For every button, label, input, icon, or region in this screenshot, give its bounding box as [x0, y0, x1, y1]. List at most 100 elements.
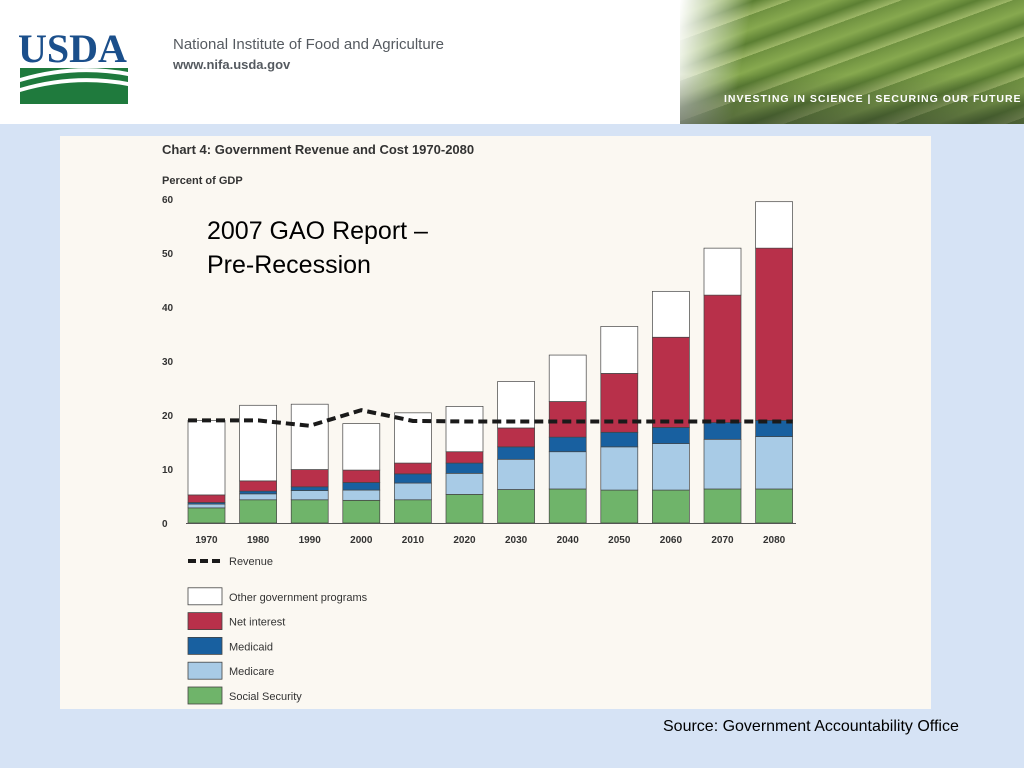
y-tick-label: 50 — [162, 249, 174, 260]
bar-segment — [652, 336, 690, 428]
y-tick-label: 40 — [162, 303, 174, 314]
bar-segment — [652, 427, 690, 444]
bar-segment — [652, 443, 690, 491]
bar-segment — [187, 507, 226, 524]
x-tick-label: 1980 — [247, 535, 270, 546]
bar-segment — [755, 201, 793, 249]
legend-label: Other government programs — [229, 592, 368, 604]
x-tick-label: 2000 — [350, 535, 373, 546]
bar-segment — [290, 403, 329, 470]
bar-segment — [342, 482, 381, 491]
bar-segment — [394, 482, 432, 501]
bar-segment — [445, 406, 484, 453]
legend-label: Net interest — [229, 617, 285, 629]
farmland-banner-photo — [680, 0, 1024, 124]
legend-label: Social Security — [229, 691, 302, 703]
bar-segment — [239, 404, 277, 482]
header-bar: USDA National Institute of Food and Agri… — [0, 0, 1024, 124]
bar-segment — [239, 480, 277, 492]
x-tick-label: 2080 — [763, 535, 786, 546]
revenue-line — [188, 408, 793, 428]
legend-swatch — [187, 661, 223, 680]
x-tick-label: 2030 — [505, 535, 528, 546]
x-tick-label: 2050 — [608, 535, 631, 546]
y-tick-label: 60 — [162, 195, 174, 206]
x-axis-ticks: 1970 1980 1990 2000 2010 2020 2030 2040 2050 2060… — [195, 535, 785, 546]
bar-segment — [548, 401, 587, 438]
usda-logo-text: USDA — [18, 26, 127, 71]
bar-segment — [600, 489, 639, 524]
bar-segment — [290, 499, 329, 524]
bar-segment — [652, 290, 690, 338]
x-tick-label: 2010 — [402, 535, 425, 546]
y-tick-label: 10 — [162, 465, 174, 476]
bar-segment — [239, 490, 277, 495]
bar-segment — [600, 431, 639, 448]
legend-label: Revenue — [229, 556, 273, 568]
usda-logo: USDA — [18, 26, 128, 104]
bar-segment — [548, 488, 587, 524]
legend-label: Medicaid — [229, 641, 273, 653]
x-tick-label: 2060 — [660, 535, 683, 546]
chart-panel: Chart 4: Government Revenue and Cost 197… — [60, 136, 931, 709]
bar-segment — [755, 247, 793, 421]
bar-segment — [703, 488, 742, 524]
bar-segment — [394, 462, 432, 475]
bar-segment — [548, 436, 587, 453]
bar-segment — [703, 247, 742, 296]
bar-segment — [187, 420, 226, 496]
bar-segment — [497, 427, 535, 448]
bar-segment — [548, 354, 587, 402]
bar-segment — [290, 486, 329, 491]
report-note-line-2: Pre-Recession — [207, 251, 371, 279]
bar-segment — [548, 451, 587, 490]
bar-segment — [600, 446, 639, 491]
bars-group — [187, 201, 793, 524]
org-name: National Institute of Food and Agricultu… — [173, 36, 444, 53]
bar-segment — [342, 469, 381, 483]
source-note: Source: Government Accountability Office — [663, 718, 959, 735]
y-axis-label: Percent of GDP — [162, 175, 243, 187]
bar-segment — [342, 489, 381, 501]
bar-segment — [497, 458, 535, 490]
bar-segment — [497, 446, 535, 460]
banner-tagline: INVESTING IN SCIENCE | SECURING OUR FUTU… — [724, 93, 1022, 105]
report-note: 2007 GAO Report – Pre-Recession — [207, 214, 428, 282]
bar-segment — [755, 488, 793, 524]
x-tick-label: 1990 — [299, 535, 322, 546]
bar-segment — [445, 494, 484, 524]
bar-segment — [652, 489, 690, 524]
bar-segment — [445, 462, 484, 474]
x-tick-label: 2020 — [453, 535, 476, 546]
bar-segment — [342, 423, 381, 471]
legend-swatch — [187, 587, 223, 606]
stacked-bar-chart: Chart 4: Government Revenue and Cost 197… — [162, 142, 796, 705]
bar-segment — [290, 469, 329, 488]
legend-swatch — [187, 636, 223, 655]
bar-segment — [497, 489, 535, 524]
bar-segment — [342, 499, 381, 524]
bar-segment — [445, 451, 484, 464]
bar-segment — [755, 436, 793, 490]
bar-segment — [394, 499, 432, 524]
bar-segment — [394, 473, 432, 484]
legend-swatch — [187, 686, 223, 705]
y-tick-label: 20 — [162, 411, 174, 422]
chart-legend: Revenue Other government programs Net inte… — [187, 556, 368, 705]
x-tick-label: 2040 — [557, 535, 580, 546]
bar-segment — [187, 503, 226, 509]
legend-swatch — [187, 612, 223, 631]
bar-segment — [239, 493, 277, 501]
bar-segment — [239, 499, 277, 524]
y-axis-ticks: 0 10 20 30 40 50 60 — [162, 195, 174, 530]
x-tick-label: 2070 — [711, 535, 734, 546]
chart-title: Chart 4: Government Revenue and Cost 197… — [162, 142, 474, 157]
legend-label: Medicare — [229, 666, 274, 678]
bar-segment — [187, 494, 226, 503]
bar-segment — [445, 472, 484, 495]
bar-segment — [703, 422, 742, 440]
y-tick-label: 0 — [162, 519, 168, 530]
bar-segment — [290, 490, 329, 501]
org-url: www.nifa.usda.gov — [173, 57, 291, 72]
bar-segment — [703, 294, 742, 423]
